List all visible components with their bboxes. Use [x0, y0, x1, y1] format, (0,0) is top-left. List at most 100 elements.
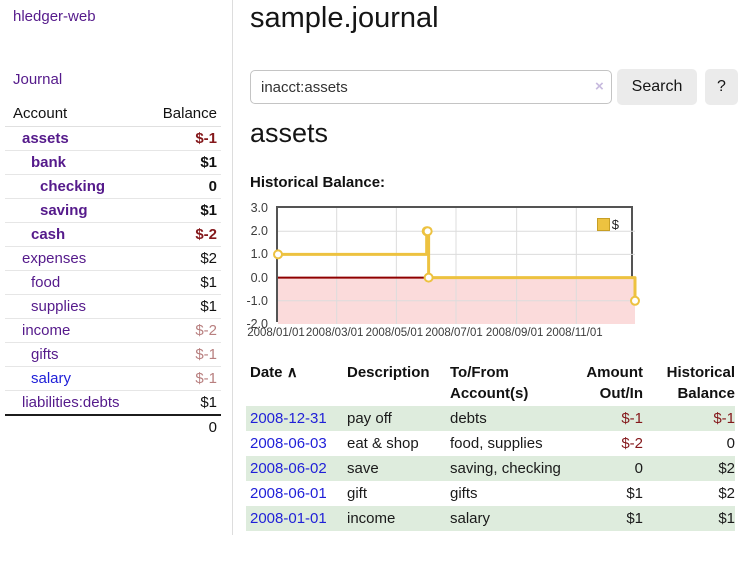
register-header-date[interactable]: Date ∧: [250, 364, 298, 381]
accounts-header-row: Account Balance: [5, 102, 221, 127]
account-heading: assets: [250, 118, 329, 148]
sidebar-account-link[interactable]: income: [22, 322, 71, 339]
transaction-date-link[interactable]: 2008-06-03: [250, 435, 327, 452]
transaction-balance: $1: [718, 510, 735, 527]
transaction-accounts: saving, checking: [450, 460, 561, 477]
accounts-header-balance: Balance: [141, 102, 221, 127]
account-balance: $1: [141, 270, 221, 295]
account-row: liabilities:debts $1: [5, 390, 221, 416]
account-row: checking 0: [5, 174, 221, 199]
transaction-date-link[interactable]: 2008-06-02: [250, 460, 327, 477]
y-axis-labels: 3.0 2.0 1.0 0.0 -1.0 -2.0: [230, 201, 272, 331]
accounts-total-row: 0: [5, 414, 221, 439]
transaction-description: gift: [347, 485, 368, 502]
account-row: cash $-2: [5, 222, 221, 247]
sidebar-account-link[interactable]: food: [31, 274, 61, 291]
sidebar-account-link[interactable]: checking: [40, 178, 106, 195]
register-table: Date ∧ Description To/From Account(s) Am…: [246, 360, 735, 531]
chart-legend: $: [596, 217, 619, 232]
y-tick-label: 2.0: [250, 224, 268, 239]
transaction-date-link[interactable]: 2008-12-31: [250, 410, 327, 427]
data-point-marker: [422, 226, 433, 237]
register-header-balance: Historical Balance: [666, 364, 735, 402]
transaction-amount: $-1: [621, 410, 643, 427]
balance-chart-svg: [273, 208, 640, 324]
register-header-accounts: To/From Account(s): [450, 364, 529, 402]
account-balance: $2: [141, 246, 221, 271]
sidebar-account-link[interactable]: bank: [31, 154, 67, 171]
account-balance: $-2: [141, 318, 221, 343]
account-balance: $1: [141, 390, 221, 416]
register-row: 2008-06-03 eat & shop food, supplies $-2 0: [246, 431, 735, 456]
page-title: sample.journal: [250, 2, 439, 34]
accounts-table: Account Balance assets $-1 bank $1 checking 0…: [5, 102, 221, 439]
clear-search-icon[interactable]: ×: [595, 78, 604, 95]
register-header-row: Date ∧ Description To/From Account(s) Am…: [246, 360, 735, 406]
sidebar-account-link[interactable]: supplies: [31, 298, 87, 315]
sidebar-account-link[interactable]: liabilities:debts: [22, 394, 120, 411]
legend-swatch-icon: [596, 218, 610, 231]
account-row: income $-2: [5, 318, 221, 343]
transaction-accounts: gifts: [450, 485, 478, 502]
x-tick-label: 2008/11/01: [545, 327, 603, 339]
sidebar-item-journal[interactable]: Journal: [13, 71, 63, 88]
account-balance: $1: [141, 198, 221, 223]
x-tick-label: 2008/05/01: [365, 327, 424, 339]
register-row: 2008-06-02 save saving, checking 0 $2: [246, 456, 735, 481]
brand-link[interactable]: hledger-web: [13, 8, 96, 25]
x-axis-labels: 2008/01/01 2008/03/01 2008/05/01 2008/07/01…: [247, 327, 633, 341]
transaction-accounts: food, supplies: [450, 435, 543, 452]
transaction-accounts: salary: [450, 510, 491, 527]
x-tick-label: 2008/09/01: [485, 327, 544, 339]
sidebar-account-link[interactable]: salary: [31, 370, 72, 387]
account-row: salary $-1: [5, 366, 221, 391]
x-tick-label: 2008/01/01: [247, 327, 305, 339]
register-header-description: Description: [347, 364, 430, 381]
sort-asc-icon: ∧: [286, 364, 298, 381]
y-tick-label: -2.0: [246, 317, 268, 331]
balance-chart: $: [273, 206, 640, 324]
sidebar-account-link[interactable]: cash: [31, 226, 66, 243]
account-row: saving $1: [5, 198, 221, 223]
register-row: 2008-06-01 gift gifts $1 $2: [246, 481, 735, 506]
sidebar-account-link[interactable]: assets: [22, 130, 69, 147]
account-balance: $1: [141, 150, 221, 175]
register-row: 2008-01-01 income salary $1 $1: [246, 506, 735, 531]
transaction-description: pay off: [347, 410, 392, 427]
transaction-description: income: [347, 510, 396, 527]
transaction-description: eat & shop: [347, 435, 419, 452]
account-balance: $-1: [141, 366, 221, 391]
sidebar-account-link[interactable]: expenses: [22, 250, 87, 267]
account-row: gifts $-1: [5, 342, 221, 367]
data-point-marker: [423, 272, 434, 283]
account-balance: $-2: [141, 222, 221, 247]
search-input[interactable]: [250, 70, 612, 104]
account-row: expenses $2: [5, 246, 221, 271]
transaction-accounts: debts: [450, 410, 487, 427]
transaction-date-link[interactable]: 2008-06-01: [250, 485, 327, 502]
transaction-balance: 0: [726, 435, 735, 452]
account-balance: $-1: [141, 342, 221, 367]
y-tick-label: 3.0: [250, 201, 268, 215]
transaction-amount: $1: [626, 485, 643, 502]
account-balance: 0: [141, 174, 221, 199]
y-tick-label: 0.0: [250, 270, 268, 285]
transaction-balance: $2: [718, 485, 735, 502]
help-button[interactable]: ?: [705, 69, 738, 105]
register-tbody: 2008-12-31 pay off debts $-1 $-1 2008-06-03 ea…: [246, 406, 735, 531]
register-row: 2008-12-31 pay off debts $-1 $-1: [246, 406, 735, 431]
data-point-marker: [630, 295, 640, 306]
account-row: assets $-1: [5, 126, 221, 151]
transaction-date-link[interactable]: 2008-01-01: [250, 510, 327, 527]
transaction-description: save: [347, 460, 379, 477]
sidebar-account-link[interactable]: saving: [40, 202, 88, 219]
transaction-amount: $-2: [621, 435, 643, 452]
sidebar-account-link[interactable]: gifts: [31, 346, 59, 363]
sidebar-divider: [232, 0, 233, 535]
y-tick-label: -1.0: [246, 293, 268, 308]
transaction-amount: 0: [634, 460, 643, 477]
data-point-marker: [273, 249, 283, 260]
search-button[interactable]: Search: [617, 69, 697, 105]
transaction-balance: $2: [718, 460, 735, 477]
